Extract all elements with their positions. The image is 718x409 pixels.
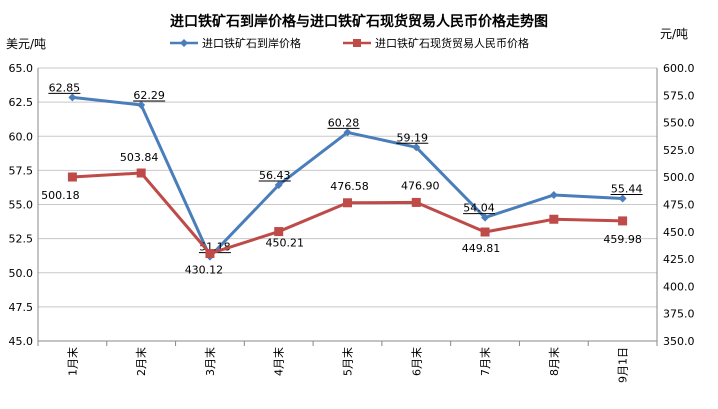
y-right-tick-label: 500.0 bbox=[663, 171, 695, 184]
series-2-data-label: 476.58 bbox=[330, 180, 369, 193]
series-2-data-label: 476.90 bbox=[401, 179, 440, 192]
y-right-tick-label: 525.0 bbox=[663, 144, 695, 157]
series-2-data-label: 449.81 bbox=[462, 242, 501, 255]
y-right-unit-label: 元/吨 bbox=[660, 27, 688, 41]
series-1-data-label: 62.29 bbox=[133, 89, 165, 102]
series-2-point bbox=[549, 214, 559, 224]
chart-title: 进口铁矿石到岸价格与进口铁矿石现货贸易人民币价格走势图 bbox=[170, 13, 548, 30]
legend-series-1-label: 进口铁矿石到岸价格 bbox=[202, 36, 301, 50]
y-right-tick-label: 575.0 bbox=[663, 89, 695, 102]
y-left-tick-label: 47.5 bbox=[9, 301, 34, 314]
series-1-point bbox=[137, 100, 146, 109]
x-tick-label: 4月末 bbox=[272, 347, 286, 376]
y-left-tick-label: 55.0 bbox=[9, 199, 34, 212]
series-2-point bbox=[67, 172, 77, 182]
legend-series-1-marker bbox=[180, 39, 188, 47]
series-1-point bbox=[343, 128, 352, 137]
y-left-tick-label: 45.0 bbox=[9, 335, 34, 348]
series-1-point bbox=[412, 143, 421, 152]
series-1-point bbox=[68, 93, 77, 102]
y-left-tick-label: 57.5 bbox=[9, 164, 34, 177]
x-tick-label: 8月末 bbox=[547, 347, 561, 376]
series-2-data-label: 450.21 bbox=[265, 237, 304, 250]
series-2-data-label: 430.12 bbox=[185, 264, 224, 277]
series-2-point bbox=[411, 197, 421, 207]
x-tick-label: 5月末 bbox=[341, 347, 355, 376]
x-tick-label: 1月末 bbox=[65, 347, 79, 376]
series-2-data-label: 459.98 bbox=[603, 233, 642, 246]
y-right-tick-label: 600.0 bbox=[663, 62, 695, 75]
y-left-tick-label: 50.0 bbox=[9, 267, 34, 280]
series-2-point bbox=[480, 227, 490, 237]
x-tick-label: 2月末 bbox=[134, 347, 148, 376]
x-tick-label: 3月末 bbox=[203, 347, 217, 376]
y-left-tick-label: 60.0 bbox=[9, 130, 34, 143]
series-2-point bbox=[205, 249, 215, 259]
series-2-data-label: 503.84 bbox=[120, 151, 159, 164]
y-right-tick-label: 550.0 bbox=[663, 117, 695, 130]
series-1-data-label: 59.19 bbox=[397, 131, 429, 144]
series-2-point bbox=[618, 216, 628, 226]
legend-series-2-marker bbox=[353, 39, 361, 47]
y-right-tick-label: 375.0 bbox=[663, 308, 695, 321]
plot-area: 45.0 47.5 50.0 52.5 55.0 57.5 60.0 62.5 65.0 350.… bbox=[9, 62, 695, 383]
series-2-point bbox=[343, 198, 352, 208]
y-right-tick-label: 450.0 bbox=[663, 226, 695, 239]
y-right-tick-label: 475.0 bbox=[663, 199, 695, 212]
x-tick-label: 6月末 bbox=[409, 347, 423, 376]
y-left-tick-label: 52.5 bbox=[9, 233, 34, 246]
y-right-tick-label: 400.0 bbox=[663, 280, 695, 293]
legend-series-2-label: 进口铁矿石现货贸易人民币价格 bbox=[375, 36, 529, 50]
series-1-data-label: 60.28 bbox=[328, 116, 360, 129]
y-left-tick-label: 62.5 bbox=[9, 96, 34, 109]
series-1-data-label: 56.43 bbox=[259, 169, 291, 182]
series-2-data-label: 500.18 bbox=[41, 189, 80, 202]
series-1-data-label: 62.85 bbox=[49, 81, 81, 94]
x-tick-label: 9月1日 bbox=[617, 347, 630, 383]
y-right-tick-label: 425.0 bbox=[663, 253, 695, 266]
y-left-tick-label: 65.0 bbox=[9, 62, 34, 75]
legend: 进口铁矿石到岸价格 进口铁矿石现货贸易人民币价格 bbox=[170, 36, 529, 50]
series-1-data-label: 55.44 bbox=[611, 182, 643, 195]
series-2-point bbox=[136, 168, 146, 178]
series-1-point bbox=[274, 180, 283, 189]
x-tick-label: 7月末 bbox=[478, 347, 492, 376]
series-1-point bbox=[618, 194, 627, 203]
y-left-unit-label: 美元/吨 bbox=[6, 37, 46, 51]
series-2-point bbox=[274, 227, 284, 237]
series-1-point bbox=[481, 213, 490, 222]
y-right-tick-label: 350.0 bbox=[663, 335, 695, 348]
series-1-data-label: 54.04 bbox=[463, 202, 495, 215]
series-1-point bbox=[549, 190, 558, 199]
